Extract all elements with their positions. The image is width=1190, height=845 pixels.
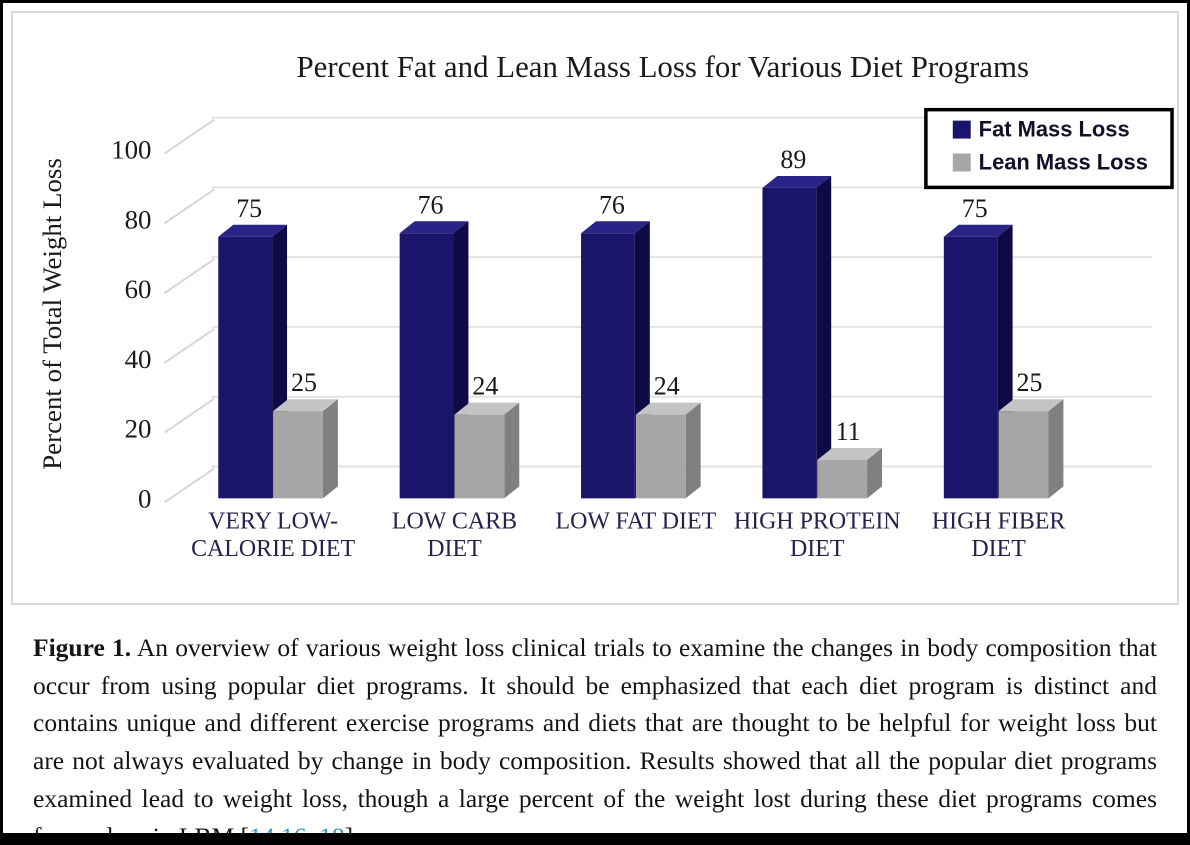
svg-text:LOW CARB: LOW CARB: [392, 508, 517, 534]
y-axis-title: Percent of Total Weight Loss: [37, 158, 67, 470]
svg-text:76: 76: [599, 190, 625, 219]
y-tick-label: 20: [125, 414, 152, 444]
y-tick-label: 40: [125, 344, 152, 374]
svg-text:HIGH PROTEIN: HIGH PROTEIN: [734, 508, 901, 534]
svg-text:25: 25: [291, 368, 317, 397]
chart-title: Percent Fat and Lean Mass Loss for Vario…: [296, 49, 1029, 84]
legend-label-2: Lean Mass Loss: [979, 149, 1148, 174]
bar-value-labels: 75 25 76 24 76 24 89 11 75 25: [236, 145, 1042, 446]
figure-caption: Figure 1. An overview of various weight …: [33, 629, 1157, 845]
caption-text: An overview of various weight loss clini…: [33, 633, 1157, 845]
svg-text:DIET: DIET: [971, 536, 1026, 562]
caption-suffix: ].: [344, 821, 360, 845]
svg-text:25: 25: [1017, 368, 1043, 397]
svg-text:24: 24: [654, 372, 680, 401]
svg-text:89: 89: [780, 145, 806, 174]
svg-text:11: 11: [836, 417, 861, 446]
citation-link[interactable]: 14,16–18: [249, 821, 345, 845]
chart-panel: 0 20 40 60 80 100 Percent of Total Weight Loss…: [11, 11, 1179, 605]
diet-bar-chart: 0 20 40 60 80 100 Percent of Total Weight Loss…: [37, 49, 1174, 562]
y-tick-label: 100: [111, 135, 151, 165]
bars: [218, 175, 1064, 499]
svg-text:VERY LOW-: VERY LOW-: [208, 508, 338, 534]
figure-label: Figure 1.: [33, 633, 132, 662]
svg-text:CALORIE DIET: CALORIE DIET: [191, 536, 355, 562]
svg-text:DIET: DIET: [790, 536, 845, 562]
legend-swatch-2: [952, 153, 971, 172]
svg-text:75: 75: [962, 194, 988, 223]
legend-swatch-1: [952, 120, 971, 139]
svg-text:LOW FAT DIET: LOW FAT DIET: [556, 508, 717, 534]
legend: Fat Mass Loss Lean Mass Loss: [924, 107, 1174, 190]
legend-label-1: Fat Mass Loss: [979, 117, 1130, 142]
svg-text:75: 75: [236, 194, 262, 223]
svg-text:24: 24: [472, 372, 498, 401]
y-tick-label: 80: [125, 204, 152, 234]
y-tick-label: 60: [125, 274, 152, 304]
svg-text:HIGH FIBER: HIGH FIBER: [932, 508, 1066, 534]
svg-text:DIET: DIET: [427, 536, 482, 562]
svg-text:76: 76: [418, 190, 444, 219]
y-tick-label: 0: [138, 483, 151, 513]
